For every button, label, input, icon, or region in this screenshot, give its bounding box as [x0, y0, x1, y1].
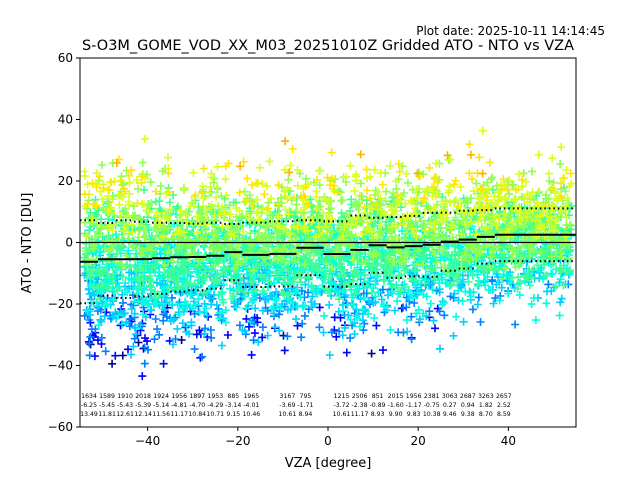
bin-std-label: 12.14 [134, 411, 152, 418]
bin-count-label: 2018 [135, 393, 151, 400]
bin-std-label: 10.71 [206, 411, 224, 418]
bin-count-label: 1634 [81, 393, 97, 400]
bin-std-label: 10.46 [242, 411, 260, 418]
y-tick-label: 20 [58, 174, 73, 188]
bin-mean-label: -5.43 [117, 402, 133, 409]
bin-count-label: 1953 [207, 393, 223, 400]
bin-std-label: 11.17 [170, 411, 188, 418]
bin-count-label: 1897 [189, 393, 205, 400]
scatter-points-color-8 [80, 140, 575, 215]
bin-mean-label: 1.82 [479, 402, 493, 409]
bin-count-label: 1924 [153, 393, 169, 400]
bin-statistics-layer [80, 207, 576, 305]
bin-mean-label: -4.29 [207, 402, 223, 409]
bin-mean-label: 0.27 [443, 402, 457, 409]
bin-std-label: 10.61 [279, 411, 297, 418]
bin-count-label: 2506 [352, 393, 368, 400]
bin-std-label: 9.15 [226, 411, 240, 418]
bin-mean-label: -4.01 [243, 402, 259, 409]
bin-mean-label: -3.72 [334, 402, 350, 409]
bin-count-label: 2657 [496, 393, 512, 400]
bin-mean-label: -3.14 [225, 402, 241, 409]
x-axis-label: VZA [degree] [285, 456, 372, 471]
bin-std-label: 11.17 [351, 411, 369, 418]
bin-std-label: 10.61 [333, 411, 351, 418]
bin-count-label: 2381 [424, 393, 440, 400]
bin-count-label: 2015 [388, 393, 404, 400]
bin-mean-label: -4.70 [189, 402, 205, 409]
bin-count-label: 851 [372, 393, 384, 400]
bin-count-label: 885 [227, 393, 239, 400]
y-axis-label: ATO - NTO [DU] [20, 193, 35, 294]
bin-std-label: 10.38 [423, 411, 441, 418]
bin-std-label: 9.46 [443, 411, 457, 418]
scatter-layer [80, 126, 576, 381]
bin-count-label: 1589 [99, 393, 115, 400]
bin-mean-label: -4.81 [171, 402, 187, 409]
bin-mean-label: -0.75 [424, 402, 440, 409]
bin-std-label: 12.61 [116, 411, 134, 418]
x-tick-label: 0 [324, 434, 332, 448]
bin-mean-label: -1.71 [297, 402, 313, 409]
scatter-points-color-9 [112, 137, 487, 178]
bin-std-label: 11.56 [152, 411, 170, 418]
bin-count-label: 3063 [442, 393, 458, 400]
bin-label-layer: 1634 1589 1910 2018 1924 1956 1897 1953 885 1965 3… [80, 393, 512, 418]
y-tick-label: −20 [48, 297, 73, 311]
bin-std-label: 8.70 [479, 411, 493, 418]
x-tick-label: 20 [411, 434, 426, 448]
bin-mean-label: -1.17 [406, 402, 422, 409]
bin-mean-label: -5.45 [99, 402, 115, 409]
bin-mean-label: -5.39 [135, 402, 151, 409]
y-tick-label: −40 [48, 359, 73, 373]
bin-count-label: 2687 [460, 393, 476, 400]
bin-std-label: 10.84 [188, 411, 206, 418]
bin-mean-label: 0.94 [461, 402, 475, 409]
y-tick-label: −60 [48, 420, 73, 434]
plot-date-label: Plot date: 2025-10-11 14:14:45 [416, 24, 605, 38]
bin-std-label: 8.94 [299, 411, 313, 418]
bin-std-label: 11.81 [98, 411, 116, 418]
bin-mean-label: -5.14 [153, 402, 169, 409]
bin-count-label: 1956 [171, 393, 187, 400]
x-tick-label: 40 [501, 434, 516, 448]
chart-title: S-O3M_GOME_VOD_XX_M03_20251010Z Gridded … [82, 38, 574, 54]
bin-count-label: 1965 [243, 393, 259, 400]
y-tick-label: 40 [58, 113, 73, 127]
bin-count-label: 3167 [280, 393, 296, 400]
bin-count-label: 3263 [478, 393, 494, 400]
bin-count-label: 1956 [406, 393, 422, 400]
y-tick-label: 60 [58, 51, 73, 65]
bin-std-label: 9.90 [389, 411, 403, 418]
bin-mean-label: -3.69 [279, 402, 295, 409]
bin-count-label: 795 [300, 393, 312, 400]
bin-mean-label: -2.38 [352, 402, 368, 409]
bin-std-label: 9.38 [461, 411, 475, 418]
bin-mean-label: 2.52 [497, 402, 511, 409]
bin-std-label: 8.59 [497, 411, 511, 418]
bin-count-label: 1910 [117, 393, 133, 400]
bin-std-label: 9.83 [407, 411, 421, 418]
x-tick-label: −20 [225, 434, 250, 448]
bin-mean-label: -1.60 [388, 402, 404, 409]
y-tick-label: 0 [65, 236, 73, 250]
bin-count-label: 1215 [334, 393, 350, 400]
x-tick-label: −40 [135, 434, 160, 448]
bin-mean-label: -0.89 [370, 402, 386, 409]
bin-std-label: 13.49 [80, 411, 98, 418]
bin-std-label: 8.93 [371, 411, 385, 418]
axes: −40 −20 0 20 40 −60 −40 −20 0 20 40 60 [48, 51, 516, 448]
bin-mean-label: -6.25 [81, 402, 97, 409]
